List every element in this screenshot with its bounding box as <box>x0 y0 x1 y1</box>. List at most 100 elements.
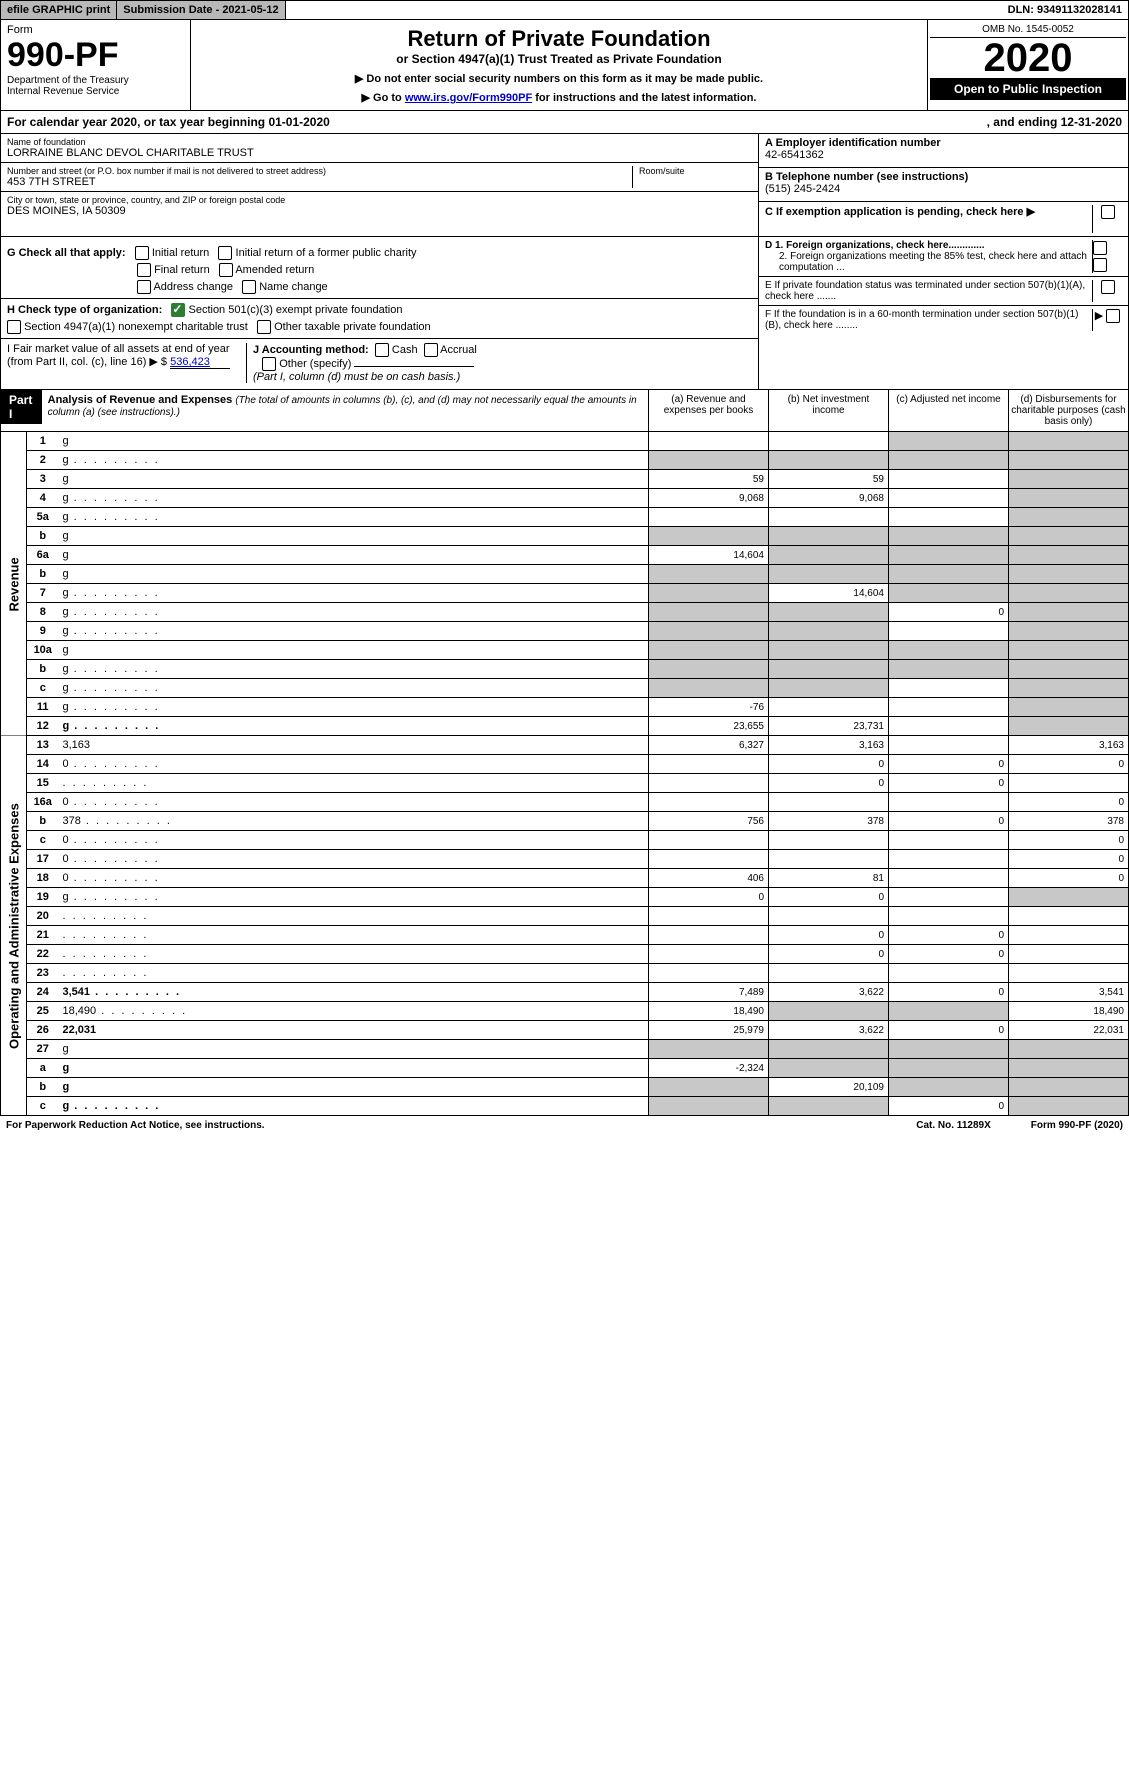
cell-a: 7,489 <box>649 983 769 1002</box>
form-number: 990-PF <box>7 36 184 75</box>
part1-table: Revenue1g2g3g59594g9,0689,0685agbg6ag14,… <box>0 432 1129 1116</box>
line-number: 2 <box>27 451 59 470</box>
checkbox-d1[interactable] <box>1093 241 1107 255</box>
checkbox-initial-return[interactable] <box>135 246 149 260</box>
cell-a: -2,324 <box>649 1059 769 1078</box>
table-row: 7g14,604 <box>1 584 1129 603</box>
cell-c <box>889 831 1009 850</box>
cat-no: Cat. No. 11289X <box>876 1120 1030 1131</box>
cell-c <box>889 850 1009 869</box>
line-description: 3,541 <box>63 986 91 998</box>
table-row: 4g9,0689,068 <box>1 489 1129 508</box>
cell-b <box>769 660 889 679</box>
cell-b <box>769 1002 889 1021</box>
cell-d <box>1009 584 1129 603</box>
line-number: 4 <box>27 489 59 508</box>
header-right: OMB No. 1545-0052 2020 Open to Public In… <box>928 20 1128 110</box>
cell-d <box>1009 1097 1129 1116</box>
checkbox-e[interactable] <box>1101 280 1115 294</box>
line-number: 13 <box>27 736 59 755</box>
line-number: 23 <box>27 964 59 983</box>
cell-d <box>1009 1059 1129 1078</box>
checkbox-other-method[interactable] <box>262 357 276 371</box>
cell-d <box>1009 888 1129 907</box>
line-number: 7 <box>27 584 59 603</box>
table-row: b3787563780378 <box>1 812 1129 831</box>
dept-label: Department of the Treasury <box>7 75 184 86</box>
table-row: Operating and Administrative Expenses133… <box>1 736 1129 755</box>
table-row: bg <box>1 565 1129 584</box>
cell-c <box>889 508 1009 527</box>
top-spacer <box>286 1 1002 19</box>
checkbox-other-taxable[interactable] <box>257 320 271 334</box>
checkbox-final-return[interactable] <box>137 263 151 277</box>
cell-a <box>649 850 769 869</box>
checkbox-amended[interactable] <box>219 263 233 277</box>
cell-b <box>769 679 889 698</box>
line-number: c <box>27 1097 59 1116</box>
g-row: G Check all that apply: Initial return I… <box>7 246 752 260</box>
top-bar: efile GRAPHIC print Submission Date - 20… <box>0 0 1129 20</box>
cell-a <box>649 679 769 698</box>
col-b-header: (b) Net investment income <box>768 390 888 431</box>
checkbox-initial-former[interactable] <box>218 246 232 260</box>
table-row: 2200 <box>1 945 1129 964</box>
line-number: 9 <box>27 622 59 641</box>
cell-c <box>889 717 1009 736</box>
cell-d <box>1009 698 1129 717</box>
cell-a <box>649 793 769 812</box>
checkbox-f[interactable] <box>1106 309 1120 323</box>
room-suite: Room/suite <box>632 166 752 188</box>
fmv-value[interactable]: 536,423 <box>170 356 230 369</box>
line-number: 10a <box>27 641 59 660</box>
line-number: b <box>27 1078 59 1097</box>
cell-b: 3,163 <box>769 736 889 755</box>
irs-link[interactable]: www.irs.gov/Form990PF <box>405 92 532 104</box>
checkbox-d2[interactable] <box>1093 258 1107 272</box>
table-row: 20 <box>1 907 1129 926</box>
line-number: 1 <box>27 432 59 451</box>
line-number: 16a <box>27 793 59 812</box>
form-subtitle: or Section 4947(a)(1) Trust Treated as P… <box>195 52 923 66</box>
table-row: 27g <box>1 1040 1129 1059</box>
cell-b <box>769 907 889 926</box>
note-goto: ▶ Go to www.irs.gov/Form990PF for instru… <box>195 91 923 104</box>
checkbox-c[interactable] <box>1101 205 1115 219</box>
checkbox-4947[interactable] <box>7 320 21 334</box>
h-row: H Check type of organization: Section 50… <box>1 298 758 317</box>
line-number: 17 <box>27 850 59 869</box>
phone-value: (515) 245-2424 <box>765 183 968 195</box>
table-row: 1500 <box>1 774 1129 793</box>
cell-d <box>1009 964 1129 983</box>
cell-d: 22,031 <box>1009 1021 1129 1040</box>
table-row: cg <box>1 679 1129 698</box>
checkbox-accrual[interactable] <box>424 343 438 357</box>
line-description: g <box>63 568 69 580</box>
line-number: 19 <box>27 888 59 907</box>
checkbox-address-change[interactable] <box>137 280 151 294</box>
cell-c <box>889 527 1009 546</box>
cell-c <box>889 546 1009 565</box>
table-row: 2100 <box>1 926 1129 945</box>
cell-d <box>1009 470 1129 489</box>
part1-header-row: Part I Analysis of Revenue and Expenses … <box>0 390 1129 432</box>
cell-d <box>1009 774 1129 793</box>
table-row: 16a00 <box>1 793 1129 812</box>
checks-block: G Check all that apply: Initial return I… <box>0 237 1129 390</box>
line-description: 378 <box>63 815 81 827</box>
cal-year-begin: For calendar year 2020, or tax year begi… <box>7 115 987 129</box>
efile-label[interactable]: efile GRAPHIC print <box>1 1 117 19</box>
cell-b <box>769 1040 889 1059</box>
cell-d <box>1009 717 1129 736</box>
cell-a <box>649 603 769 622</box>
checkbox-cash[interactable] <box>375 343 389 357</box>
checkbox-501c3[interactable] <box>171 303 185 317</box>
cell-a <box>649 926 769 945</box>
col-a-header: (a) Revenue and expenses per books <box>648 390 768 431</box>
line-number: 11 <box>27 698 59 717</box>
cell-a: 18,490 <box>649 1002 769 1021</box>
checkbox-name-change[interactable] <box>242 280 256 294</box>
cell-b <box>769 603 889 622</box>
line-description: g <box>63 473 69 485</box>
cell-a <box>649 584 769 603</box>
